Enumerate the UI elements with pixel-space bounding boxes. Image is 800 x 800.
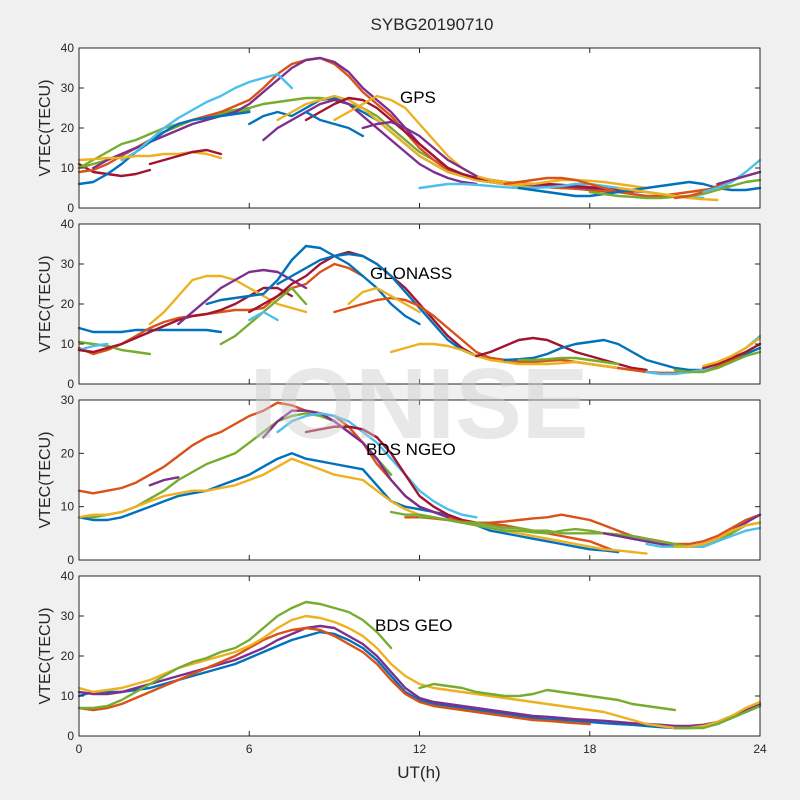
panel-glonass: 0 10 20 30 40 VTEC(TECU) GLONASS	[37, 217, 762, 391]
series-line-3	[77, 626, 591, 726]
series-line-11	[262, 98, 478, 186]
series-line-14	[673, 521, 762, 548]
series-line-18	[517, 356, 620, 366]
y-tick-label: 10	[61, 689, 75, 703]
series-group	[77, 56, 762, 202]
series-line-4	[77, 457, 648, 555]
panel-bds-geo: 0 6 12 18 24 0 10 20 30 40 VTEC(TECU) BDS GEO	[37, 569, 767, 756]
series-line-8	[77, 150, 223, 162]
series-line-3	[77, 452, 620, 554]
x-tick-label: 12	[413, 742, 427, 756]
y-axis-label: VTEC(TECU)	[37, 608, 54, 705]
series-line-24	[716, 170, 762, 186]
panel-label: BDS NGEO	[366, 440, 456, 459]
series-line-14	[304, 110, 364, 138]
panel-label: GPS	[400, 88, 436, 107]
series-line-21	[673, 350, 762, 374]
y-tick-label: 20	[61, 446, 75, 460]
figure-title: SYBG20190710	[371, 15, 494, 34]
series-line-6	[262, 409, 450, 519]
panel-bds-ngeo: 0 10 20 30 VTEC(TECU) BDS NGEO	[37, 393, 762, 567]
series-line-15	[333, 94, 648, 190]
y-tick-label: 40	[61, 41, 75, 55]
y-tick-label: 10	[61, 337, 75, 351]
y-axis-label: VTEC(TECU)	[37, 256, 54, 353]
series-line-6	[418, 682, 677, 712]
series-line-6	[77, 110, 251, 186]
series-line-4	[77, 614, 762, 730]
series-line-4	[77, 342, 109, 352]
y-tick-label: 20	[61, 121, 75, 135]
y-tick-label: 0	[67, 729, 74, 743]
y-tick-label: 10	[61, 161, 75, 175]
y-tick-label: 40	[61, 217, 75, 231]
series-line-3	[77, 340, 152, 356]
panel-gps: 0 10 20 30 40 VTEC(TECU) GPS	[37, 41, 762, 215]
series-group	[77, 600, 762, 730]
x-axis-label: UT(h)	[397, 763, 440, 782]
series-line-9	[148, 148, 223, 166]
y-tick-label: 30	[61, 81, 75, 95]
series-line-8	[205, 244, 421, 326]
series-line-6	[148, 274, 308, 326]
y-tick-label: 10	[61, 500, 75, 514]
plot-area	[79, 48, 760, 208]
series-line-14	[347, 286, 421, 314]
series-line-5	[148, 476, 180, 487]
series-line-16	[361, 120, 478, 178]
series-line-7	[276, 412, 478, 519]
y-tick-label: 20	[61, 649, 75, 663]
x-tick-label: 24	[753, 742, 767, 756]
series-line-15	[389, 342, 620, 370]
watermark: IONISE	[250, 348, 589, 460]
series-line-12	[276, 94, 535, 190]
series-line-5	[77, 600, 393, 710]
series-line-22	[702, 342, 762, 370]
series-line-1	[77, 326, 223, 334]
y-tick-label: 40	[61, 569, 75, 583]
y-tick-label: 30	[61, 257, 75, 271]
x-tick-label: 0	[76, 742, 83, 756]
y-tick-label: 20	[61, 297, 75, 311]
series-line-7	[673, 704, 762, 730]
series-line-13	[645, 526, 762, 548]
x-tick-label: 18	[583, 742, 597, 756]
panel-label: GLONASS	[370, 264, 452, 283]
panels: 0 10 20 30 40 VTEC(TECU) GPS 0 10 20 30 40 VTEC(TECU…	[37, 41, 767, 756]
y-axis-label: VTEC(TECU)	[37, 432, 54, 529]
series-line-7	[177, 268, 308, 326]
series-group	[77, 244, 762, 376]
series-line-1	[77, 630, 762, 730]
y-tick-label: 0	[67, 377, 74, 391]
y-tick-label: 30	[61, 609, 75, 623]
series-line-7	[120, 72, 293, 162]
y-tick-label: 30	[61, 393, 75, 407]
y-axis-label: VTEC(TECU)	[37, 80, 54, 177]
series-line-23	[702, 158, 762, 194]
y-tick-label: 0	[67, 201, 74, 215]
series-line-11	[248, 310, 279, 322]
y-tick-label: 0	[67, 553, 74, 567]
plot-area	[79, 576, 760, 736]
series-line-23	[702, 336, 762, 368]
x-tick-label: 6	[246, 742, 253, 756]
series-line-21	[616, 186, 719, 202]
series-group	[77, 401, 762, 555]
plot-area	[79, 400, 760, 560]
panel-label: BDS GEO	[375, 616, 452, 635]
